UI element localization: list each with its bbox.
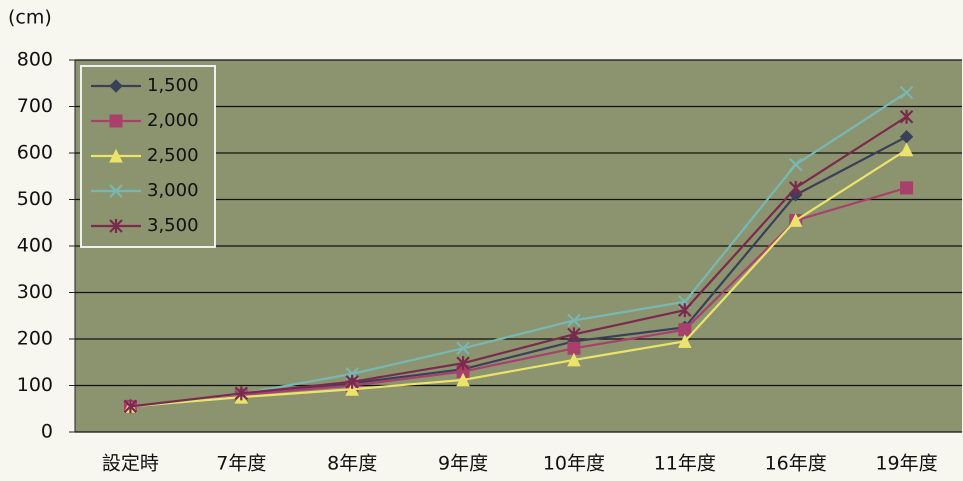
x-tick-label: 9年度 <box>438 453 488 475</box>
marker <box>678 323 692 337</box>
data-line <box>130 115 908 408</box>
legend-label: 3,000 <box>147 180 199 201</box>
marker <box>234 386 249 401</box>
y-tick-label: 300 <box>17 281 53 303</box>
y-tick-label: 0 <box>41 421 53 443</box>
x-tick-label: 19年度 <box>875 453 937 475</box>
y-tick-label: 200 <box>17 328 53 350</box>
legend-label: 2,000 <box>147 110 199 131</box>
marker <box>345 382 359 396</box>
legend-label: 2,500 <box>147 145 199 166</box>
marker <box>899 109 914 124</box>
marker <box>456 372 470 387</box>
y-tick-label: 400 <box>17 235 53 257</box>
marker <box>899 142 914 157</box>
marker <box>345 374 359 389</box>
x-tick-label: 16年度 <box>765 453 827 475</box>
marker <box>109 148 123 163</box>
y-tick-label: 700 <box>17 95 53 117</box>
data-line <box>130 186 907 408</box>
marker <box>109 114 123 128</box>
y-tick-label: 100 <box>17 374 53 396</box>
marker <box>788 157 803 172</box>
legend: 1,500 2,000 2,500 3,000 3,500 <box>80 65 216 248</box>
y-tick-label: 800 <box>17 49 53 71</box>
y-axis-label: (cm) <box>8 7 52 29</box>
marker <box>109 219 123 233</box>
marker <box>123 399 138 414</box>
legend-label: 1,500 <box>147 75 199 96</box>
legend-label: 3,500 <box>147 215 199 236</box>
marker <box>456 341 470 356</box>
x-tick-label: 7年度 <box>216 453 266 475</box>
marker <box>567 341 581 355</box>
marker <box>567 313 581 328</box>
x-tick-label: 11年度 <box>654 453 716 475</box>
marker <box>109 79 123 93</box>
marker <box>567 327 581 342</box>
marker <box>456 356 470 371</box>
y-tick-label: 500 <box>17 188 53 210</box>
x-tick-label: 8年度 <box>327 453 377 475</box>
x-tick-label: 設定時 <box>102 453 159 475</box>
x-tick-label: 10年度 <box>543 453 605 475</box>
marker <box>899 85 914 100</box>
marker <box>109 184 123 198</box>
data-line <box>130 148 908 408</box>
marker <box>567 352 581 367</box>
marker <box>788 180 803 195</box>
marker <box>678 303 692 318</box>
marker <box>678 334 692 348</box>
y-tick-label: 600 <box>17 142 53 164</box>
marker <box>788 213 803 227</box>
marker <box>900 181 914 195</box>
